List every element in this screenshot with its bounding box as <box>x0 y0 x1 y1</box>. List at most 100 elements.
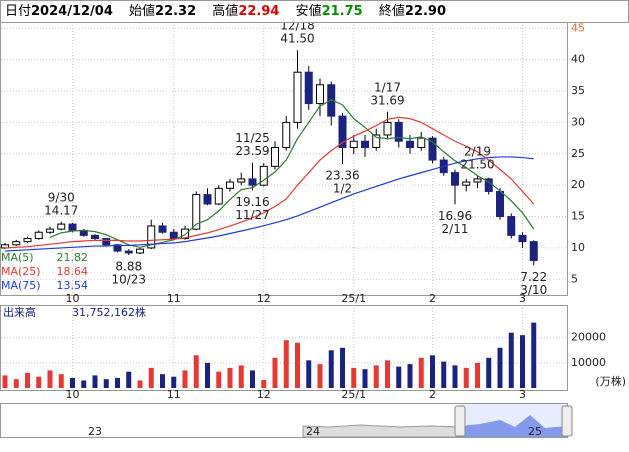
volume-bar <box>227 367 233 388</box>
legend-value: 18.64 <box>57 265 89 278</box>
annotation-value: 16.96 <box>438 209 472 223</box>
volume-bar <box>13 379 19 388</box>
navigator-label: 24 <box>306 425 320 438</box>
candle-body <box>12 241 21 246</box>
y-tick-label: 20 <box>571 178 585 191</box>
navigator-handle[interactable] <box>454 405 466 437</box>
candle-body <box>518 234 527 243</box>
candle-body <box>282 121 291 149</box>
x-tick-label: 3 <box>519 388 526 401</box>
candle-body <box>23 238 32 243</box>
value: 21.75 <box>321 4 363 19</box>
volume-bar <box>261 380 267 388</box>
annotation-value: 7.22 <box>520 270 547 284</box>
x-tick-label: 10 <box>66 388 80 401</box>
volume-bar <box>497 347 503 388</box>
annotation-date: 2/19 <box>464 144 491 158</box>
annotation-value: 14.17 <box>44 203 78 217</box>
candle-body <box>417 137 426 149</box>
volume-bar <box>126 371 132 388</box>
volume-bar <box>171 376 177 388</box>
annotation-date: 11/25 <box>235 131 270 145</box>
candle-body <box>57 223 66 230</box>
volume-bar <box>362 369 368 388</box>
candle-body <box>169 231 178 240</box>
legend-label: MA(5) <box>1 251 34 264</box>
volume-bar <box>92 375 98 388</box>
volume-bar <box>340 347 345 388</box>
candle-body <box>361 140 369 149</box>
legend-value: 21.82 <box>57 251 89 264</box>
candle-body <box>462 181 471 186</box>
y-tick-label: 30 <box>571 115 585 128</box>
value: 22.94 <box>238 4 280 19</box>
candle-body <box>214 187 223 205</box>
volume-bar <box>58 374 64 388</box>
label: 高値 <box>212 4 239 19</box>
volume-bar <box>81 380 87 388</box>
candle-body <box>248 178 257 186</box>
volume-bar <box>441 361 447 388</box>
x-tick-label: 11 <box>167 292 181 305</box>
volume-bar <box>531 322 537 388</box>
candle-body <box>46 228 54 233</box>
x-tick-label: 12 <box>257 388 271 401</box>
annotation-date: 11/27 <box>235 208 270 222</box>
volume-bar <box>182 370 188 388</box>
annotation-date: 1/2 <box>333 182 352 196</box>
candle-body <box>91 234 99 240</box>
value: 22.32 <box>155 4 197 19</box>
candle-body <box>529 241 538 261</box>
volume-bar <box>25 372 30 388</box>
candle-body <box>394 121 403 142</box>
volume-bar <box>328 350 334 388</box>
label: 安値 <box>295 4 322 19</box>
candle-body <box>406 140 414 149</box>
volume-bar <box>317 364 323 388</box>
ma-line <box>4 116 535 249</box>
volume-bar <box>137 380 143 388</box>
y-tick-label: 5 <box>571 272 578 285</box>
navigator-handle[interactable] <box>561 405 573 437</box>
annotation-date: 3/10 <box>520 283 547 297</box>
volume-bar <box>36 376 42 388</box>
volume-bar <box>148 367 154 388</box>
volume-bar <box>295 342 300 388</box>
candle-body <box>203 194 212 205</box>
volume-bar <box>272 357 278 388</box>
volume-unit: (万株) <box>595 374 626 388</box>
annotation-date: 1/17 <box>374 80 401 94</box>
candle-body <box>181 228 189 240</box>
annotation-value: 23.36 <box>325 169 359 183</box>
annotation-value: 41.50 <box>280 32 314 46</box>
volume-bar <box>508 332 514 388</box>
candle-body <box>147 225 156 249</box>
volume-bar <box>385 360 390 388</box>
y-tick-label: 40 <box>571 53 585 66</box>
volume-bar <box>205 362 210 388</box>
annotation-value: 19.16 <box>235 195 269 209</box>
candle-body <box>158 225 167 233</box>
volume-bar <box>452 365 458 388</box>
candle-body <box>507 216 516 236</box>
annotation-date: 10/23 <box>111 272 146 286</box>
x-tick-label: 25/1 <box>341 292 366 305</box>
volume-bar <box>463 367 469 388</box>
x-tick-label: 3 <box>519 292 526 305</box>
volume-bar <box>193 355 199 388</box>
volume-bar <box>2 375 8 388</box>
candle-body <box>304 71 313 105</box>
value: 2024/12/04 <box>31 4 113 19</box>
volume-bar <box>238 365 244 388</box>
volume-bar <box>351 367 357 388</box>
candle-body <box>124 250 133 254</box>
candle-body <box>271 147 279 167</box>
navigator-label: 23 <box>88 425 102 438</box>
candle-body <box>136 248 144 254</box>
candle-body <box>34 231 43 240</box>
volume-bar <box>430 355 435 388</box>
y-tick-label: 20000 <box>571 331 606 344</box>
label: 始値 <box>129 4 156 19</box>
volume-bar <box>373 365 379 388</box>
